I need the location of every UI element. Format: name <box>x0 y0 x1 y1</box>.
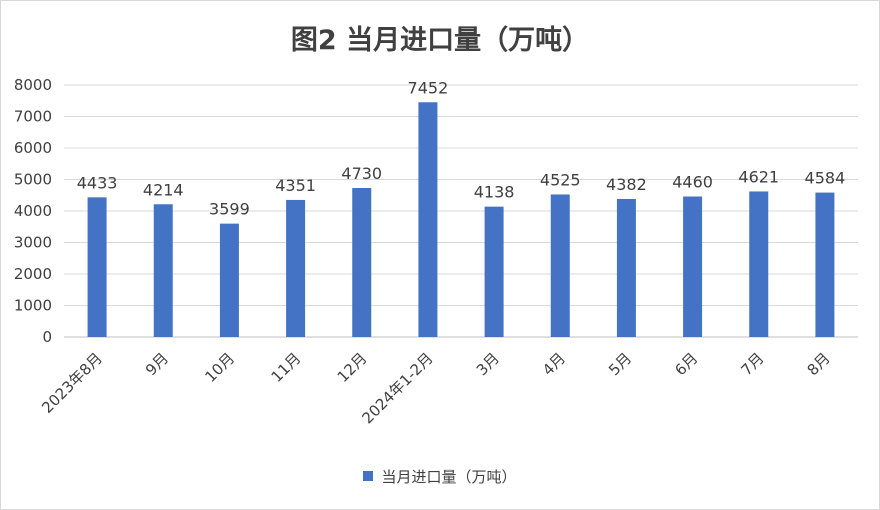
data-label: 4214 <box>143 180 184 199</box>
data-label: 4730 <box>341 164 382 183</box>
x-tick-label: 6月 <box>671 349 701 379</box>
data-label: 4525 <box>540 170 581 189</box>
bar <box>153 204 173 337</box>
legend-label: 当月进口量（万吨） <box>381 468 517 486</box>
y-tick-label: 1000 <box>14 297 52 315</box>
x-tick-label: 11月 <box>268 349 305 386</box>
x-tick-label: 5月 <box>605 349 635 379</box>
x-tick-label: 2024年1-2月 <box>358 349 436 427</box>
y-tick-label: 6000 <box>14 139 52 157</box>
data-label: 4138 <box>474 183 515 202</box>
x-tick-label: 4月 <box>539 349 569 379</box>
x-tick-label: 8月 <box>804 349 834 379</box>
y-tick-label: 8000 <box>14 76 52 94</box>
data-label: 4460 <box>672 173 713 192</box>
x-tick-label: 12月 <box>334 349 371 386</box>
data-label: 4382 <box>606 175 647 194</box>
data-label: 4351 <box>275 176 316 195</box>
bar <box>749 191 769 337</box>
bar <box>219 223 239 337</box>
data-label: 3599 <box>209 200 250 219</box>
bar <box>418 102 438 338</box>
bar <box>484 206 504 337</box>
y-tick-label: 4000 <box>14 202 52 220</box>
bar <box>286 199 306 337</box>
data-label: 4433 <box>77 173 118 192</box>
chart-title: 图2 当月进口量（万吨） <box>290 25 590 56</box>
bar <box>87 197 107 337</box>
y-tick-label: 0 <box>42 328 52 346</box>
x-tick-label: 3月 <box>473 349 503 379</box>
legend-swatch <box>363 470 374 481</box>
y-tick-label: 3000 <box>14 234 52 252</box>
data-label: 4621 <box>738 167 779 186</box>
x-tick-label: 10月 <box>201 349 238 386</box>
bar <box>616 198 636 337</box>
bar <box>815 192 835 337</box>
y-tick-label: 7000 <box>14 108 52 126</box>
y-tick-label: 5000 <box>14 171 52 189</box>
bar <box>683 196 703 337</box>
data-label: 4584 <box>805 169 846 188</box>
bar <box>550 194 570 337</box>
data-label: 7452 <box>408 78 449 97</box>
chart-legend: 当月进口量（万吨） <box>0 466 880 487</box>
y-tick-label: 2000 <box>14 265 52 283</box>
x-tick-label: 2023年8月 <box>38 349 106 417</box>
x-tick-label: 7月 <box>737 349 767 379</box>
x-tick-label: 9月 <box>142 349 172 379</box>
bar <box>352 188 372 337</box>
